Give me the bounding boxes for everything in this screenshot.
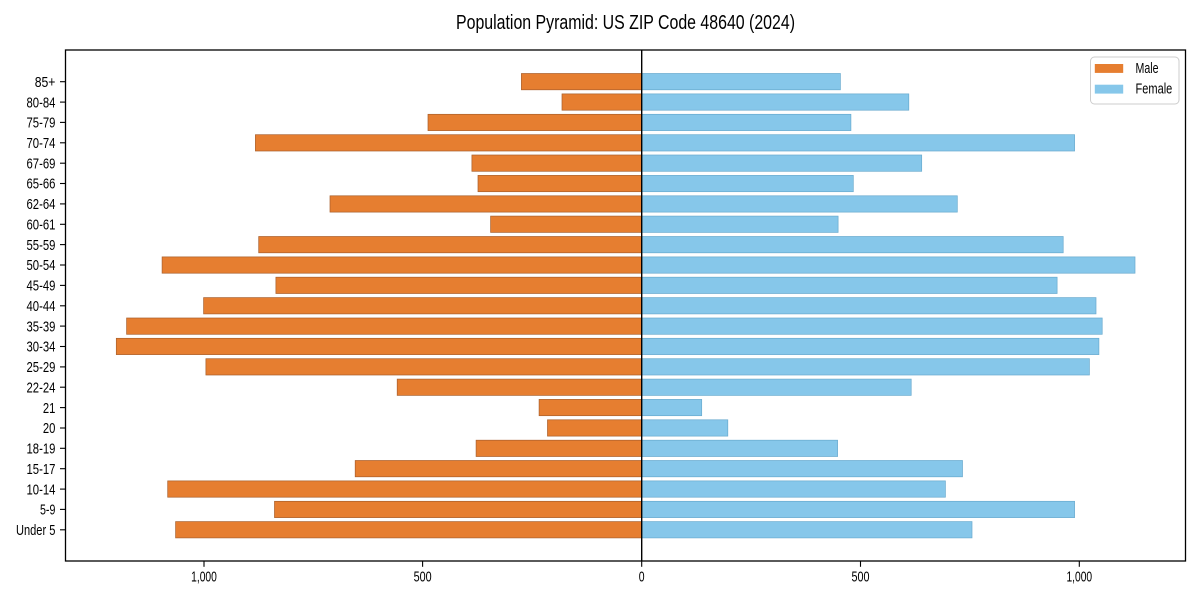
svg-text:70-74: 70-74 xyxy=(27,135,56,152)
svg-text:67-69: 67-69 xyxy=(27,155,56,172)
svg-text:65-66: 65-66 xyxy=(27,176,56,193)
svg-text:500: 500 xyxy=(852,569,870,586)
svg-text:80-84: 80-84 xyxy=(27,94,56,111)
svg-text:5-9: 5-9 xyxy=(40,502,55,519)
svg-text:40-44: 40-44 xyxy=(27,298,56,315)
svg-text:Female: Female xyxy=(1136,81,1173,98)
svg-text:15-17: 15-17 xyxy=(27,461,56,478)
svg-text:62-64: 62-64 xyxy=(27,196,56,213)
svg-text:1,000: 1,000 xyxy=(191,569,217,586)
svg-text:21: 21 xyxy=(43,400,56,417)
svg-text:55-59: 55-59 xyxy=(27,237,56,254)
svg-text:30-34: 30-34 xyxy=(27,339,56,356)
svg-text:35-39: 35-39 xyxy=(27,318,56,335)
svg-text:0: 0 xyxy=(639,569,645,586)
svg-text:85+: 85+ xyxy=(35,74,56,91)
svg-text:25-29: 25-29 xyxy=(27,359,56,376)
svg-text:75-79: 75-79 xyxy=(27,115,56,132)
svg-text:Population Pyramid: US ZIP Cod: Population Pyramid: US ZIP Code 48640 (2… xyxy=(456,12,795,34)
svg-text:Male: Male xyxy=(1136,60,1159,77)
svg-text:20: 20 xyxy=(43,420,56,437)
svg-text:18-19: 18-19 xyxy=(27,441,56,458)
svg-text:22-24: 22-24 xyxy=(27,379,56,396)
svg-text:45-49: 45-49 xyxy=(27,278,56,295)
svg-text:1,000: 1,000 xyxy=(1066,569,1092,586)
svg-text:Under 5: Under 5 xyxy=(16,522,55,539)
svg-text:500: 500 xyxy=(414,569,432,586)
svg-text:10-14: 10-14 xyxy=(27,481,56,498)
svg-text:60-61: 60-61 xyxy=(27,217,56,234)
svg-text:50-54: 50-54 xyxy=(27,257,56,274)
